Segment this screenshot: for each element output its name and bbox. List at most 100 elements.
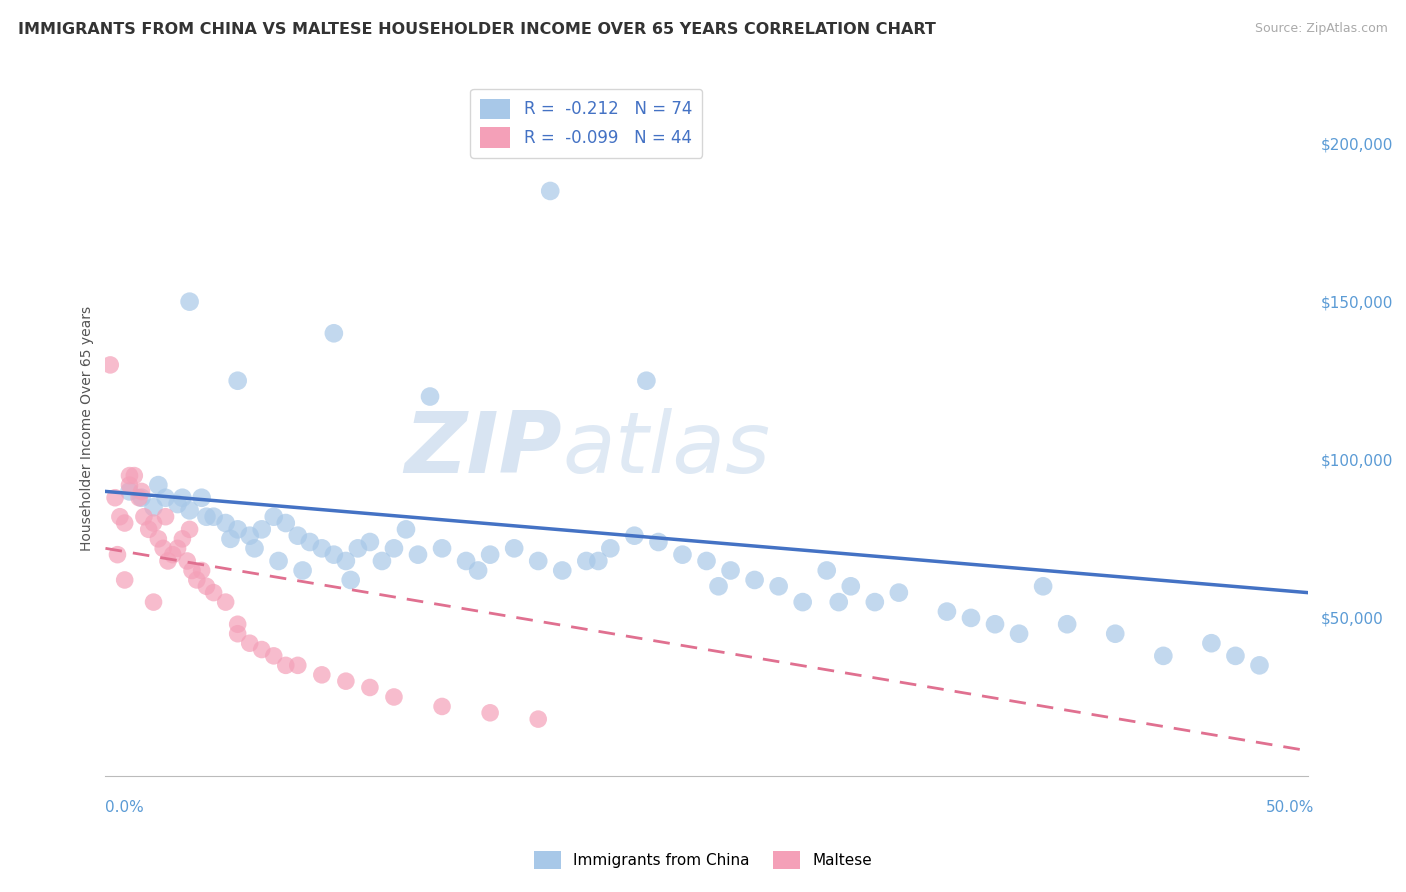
Point <box>371 554 394 568</box>
Text: atlas: atlas <box>562 408 770 491</box>
Point <box>267 554 290 568</box>
Point <box>114 573 136 587</box>
Point <box>479 706 502 720</box>
Point <box>172 491 194 505</box>
Point <box>274 516 297 530</box>
Text: Source: ZipAtlas.com: Source: ZipAtlas.com <box>1254 22 1388 36</box>
Point <box>623 529 645 543</box>
Point <box>1225 648 1247 663</box>
Point <box>984 617 1007 632</box>
Text: IMMIGRANTS FROM CHINA VS MALTESE HOUSEHOLDER INCOME OVER 65 YEARS CORRELATION CH: IMMIGRANTS FROM CHINA VS MALTESE HOUSEHO… <box>18 22 936 37</box>
Point <box>239 529 262 543</box>
Point <box>114 516 136 530</box>
Point <box>768 579 790 593</box>
Legend: R =  -0.212   N = 74, R =  -0.099   N = 44: R = -0.212 N = 74, R = -0.099 N = 44 <box>471 88 702 158</box>
Point <box>172 532 194 546</box>
Point <box>142 516 165 530</box>
Point <box>430 699 453 714</box>
Point <box>243 541 266 556</box>
Point <box>1056 617 1078 632</box>
Point <box>588 554 610 568</box>
Point <box>202 585 225 599</box>
Point <box>152 541 174 556</box>
Point <box>176 554 198 568</box>
Point <box>155 491 177 505</box>
Point <box>647 535 669 549</box>
Point <box>311 541 333 556</box>
Point <box>190 491 212 505</box>
Point <box>454 554 477 568</box>
Point <box>1008 626 1031 640</box>
Point <box>131 484 153 499</box>
Point <box>108 509 131 524</box>
Point <box>1152 648 1174 663</box>
Point <box>118 484 141 499</box>
Point <box>382 541 405 556</box>
Point <box>250 522 273 536</box>
Point <box>322 548 344 562</box>
Point <box>636 374 658 388</box>
Point <box>263 648 285 663</box>
Point <box>828 595 851 609</box>
Point <box>335 674 357 689</box>
Point <box>1032 579 1054 593</box>
Point <box>744 573 766 587</box>
Point <box>166 497 188 511</box>
Point <box>214 595 236 609</box>
Point <box>551 564 574 578</box>
Point <box>298 535 321 549</box>
Point <box>202 509 225 524</box>
Point <box>226 374 249 388</box>
Point <box>179 522 201 536</box>
Point <box>792 595 814 609</box>
Point <box>195 579 218 593</box>
Point <box>98 358 121 372</box>
Point <box>138 522 160 536</box>
Point <box>382 690 405 704</box>
Point <box>527 712 550 726</box>
Point <box>179 503 201 517</box>
Point <box>219 532 242 546</box>
Point <box>226 626 249 640</box>
Point <box>406 548 429 562</box>
Legend: Immigrants from China, Maltese: Immigrants from China, Maltese <box>527 845 879 875</box>
Point <box>162 548 184 562</box>
Point <box>359 535 381 549</box>
Point <box>118 468 141 483</box>
Point <box>322 326 344 341</box>
Point <box>671 548 693 562</box>
Point <box>179 294 201 309</box>
Y-axis label: Householder Income Over 65 years: Householder Income Over 65 years <box>80 306 94 550</box>
Point <box>132 509 155 524</box>
Text: 50.0%: 50.0% <box>1267 800 1315 814</box>
Point <box>186 573 208 587</box>
Point <box>226 522 249 536</box>
Point <box>335 554 357 568</box>
Point <box>1104 626 1126 640</box>
Point <box>128 491 150 505</box>
Point <box>142 595 165 609</box>
Point <box>503 541 526 556</box>
Point <box>155 509 177 524</box>
Text: ZIP: ZIP <box>405 408 562 491</box>
Point <box>226 617 249 632</box>
Point <box>347 541 370 556</box>
Point <box>339 573 361 587</box>
Point <box>863 595 886 609</box>
Point <box>118 478 141 492</box>
Point <box>720 564 742 578</box>
Point <box>195 509 218 524</box>
Point <box>274 658 297 673</box>
Point <box>707 579 730 593</box>
Point <box>960 611 983 625</box>
Point <box>239 636 262 650</box>
Point <box>696 554 718 568</box>
Point <box>190 564 212 578</box>
Point <box>181 564 204 578</box>
Point <box>263 509 285 524</box>
Point <box>131 491 153 505</box>
Point <box>156 554 179 568</box>
Point <box>575 554 598 568</box>
Point <box>936 605 959 619</box>
Point <box>287 529 309 543</box>
